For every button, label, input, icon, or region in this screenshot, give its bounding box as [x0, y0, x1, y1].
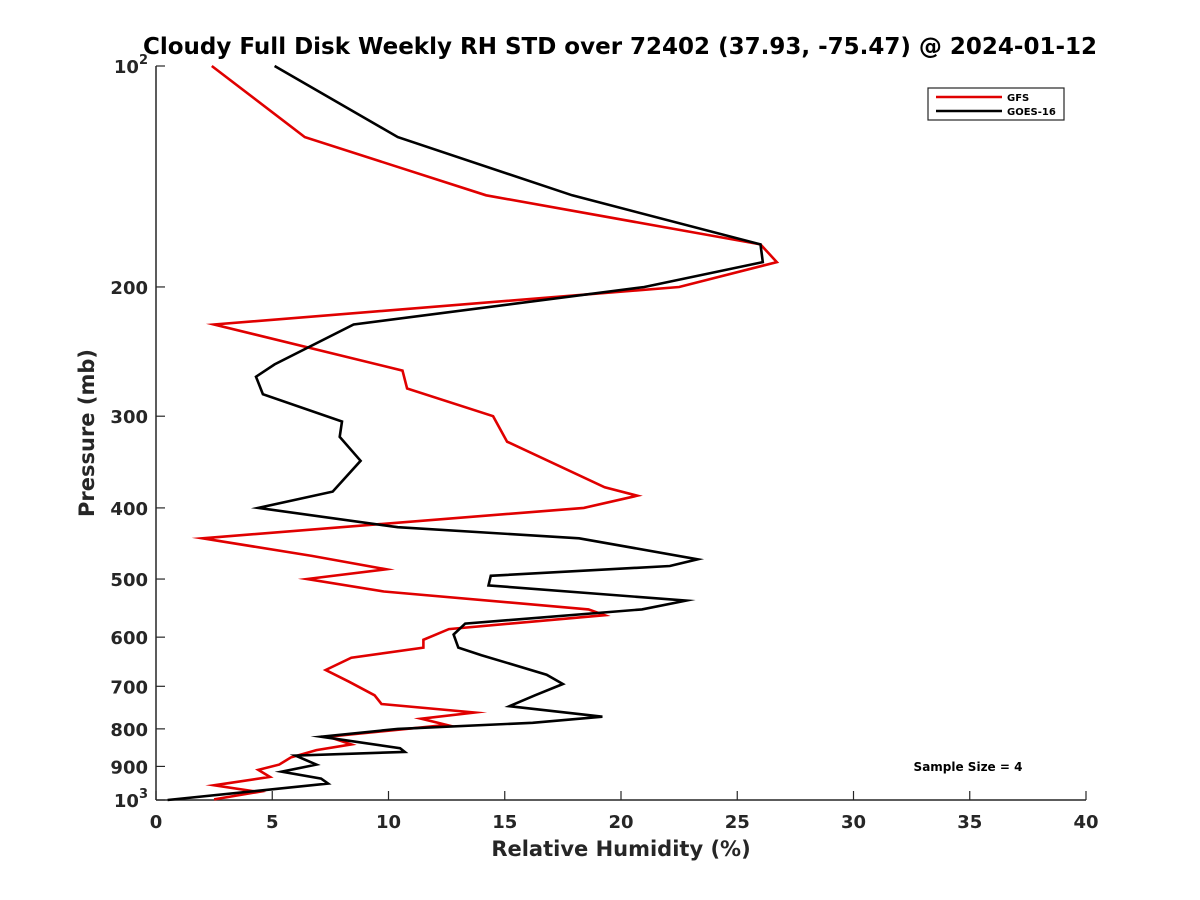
legend-label-goes16: GOES-16 — [1007, 107, 1056, 118]
x-tick-label: 5 — [266, 812, 279, 833]
y-tick-label: 400 — [110, 499, 148, 520]
y-tick-label: 102 — [114, 53, 148, 78]
legend-box — [927, 87, 1065, 121]
y-tick-label: 500 — [110, 570, 148, 591]
x-axis-label: Relative Humidity (%) — [491, 837, 750, 861]
y-tick-label: 900 — [110, 757, 148, 778]
y-tick-label: 300 — [110, 407, 148, 428]
x-tick-label: 35 — [957, 812, 982, 833]
y-tick-label: 700 — [110, 677, 148, 698]
legend-label-gfs: GFS — [1007, 93, 1029, 104]
x-tick-label: 30 — [841, 812, 866, 833]
x-tick-label: 10 — [376, 812, 401, 833]
legend: GFS GOES-16 — [927, 87, 1065, 121]
series-layer — [167, 64, 780, 802]
y-tick-label: 600 — [110, 628, 148, 649]
y-tick-label: 103 — [114, 787, 148, 812]
sample-size-annotation: Sample Size = 4 — [914, 760, 1023, 774]
y-axis-label: Pressure (mb) — [75, 349, 99, 517]
x-ticks: 0 5 10 15 20 25 30 35 40 — [150, 791, 1099, 833]
y-tick-label: 200 — [110, 278, 148, 299]
chart-title: Cloudy Full Disk Weekly RH STD over 7240… — [143, 34, 1097, 60]
x-tick-label: 0 — [150, 812, 163, 833]
x-tick-label: 25 — [725, 812, 750, 833]
y-ticks: 102 200 300 400 500 600 700 800 900 103 — [110, 53, 165, 812]
x-tick-label: 20 — [608, 812, 633, 833]
series-line-gfs — [191, 64, 780, 801]
x-tick-label: 40 — [1073, 812, 1098, 833]
plot-area: 0 5 10 15 20 25 30 35 40 102 200 300 400 500 600 700 80… — [110, 53, 1098, 833]
series-line-goes16 — [167, 64, 765, 802]
x-tick-label: 15 — [492, 812, 517, 833]
y-tick-label: 800 — [110, 720, 148, 741]
